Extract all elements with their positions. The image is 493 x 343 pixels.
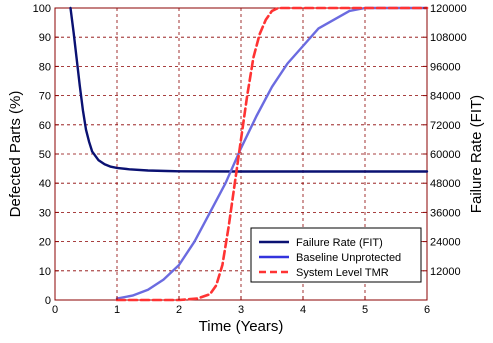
x-tick-label: 0 [52,304,58,316]
y-tick-label: 10 [39,266,51,278]
x-tick-label: 6 [424,304,430,316]
y-tick-label: 0 [45,295,51,307]
system-level-tmr-line [115,6,429,302]
legend-label-baseline: Baseline Unprotected [296,252,401,264]
ticks-layer: 0 1 2 3 4 5 6010203040506070809010012000240003… [33,3,467,316]
y-tick-label: 80 [39,61,51,73]
y-tick-label: 90 [39,32,51,44]
y-tick-label: 40 [39,178,51,190]
series-layer [69,6,429,302]
y2-tick-label: 12000 [430,266,461,278]
y2-tick-label: 72000 [430,120,461,132]
x-tick-label: 2 [176,304,182,316]
y-tick-label: 50 [39,149,51,161]
y2-tick-label: 120000 [430,3,467,15]
y-tick-label: 70 [39,91,51,103]
y-tick-label: 20 [39,237,51,249]
y2-tick-label: 36000 [430,207,461,219]
y2-tick-label: 48000 [430,178,461,190]
x-tick-label: 4 [300,304,306,316]
legend: Failure Rate (FIT) Baseline Unprotected … [250,227,422,283]
legend-label-failure-rate: Failure Rate (FIT) [296,237,383,249]
y-tick-label: 100 [33,3,51,15]
grid [55,8,427,300]
x-axis-label: Time (Years) [199,318,284,335]
y-axis-label: Defected Parts (%) [7,91,24,218]
y2-tick-label: 84000 [430,91,461,103]
y2-tick-label: 96000 [430,61,461,73]
y-tick-label: 60 [39,120,51,132]
baseline-unprotected-line [115,6,429,300]
legend-label-tmr: System Level TMR [296,267,389,279]
x-tick-label: 3 [238,304,244,316]
y-tick-label: 30 [39,207,51,219]
x-tick-label: 1 [114,304,120,316]
y2-tick-label: 60000 [430,149,461,161]
y2-tick-label: 108000 [430,32,467,44]
x-tick-label: 5 [362,304,368,316]
y2-tick-label: 24000 [430,237,461,249]
legend-box [250,227,422,283]
y2-axis-label: Failure Rate (FIT) [468,95,485,213]
